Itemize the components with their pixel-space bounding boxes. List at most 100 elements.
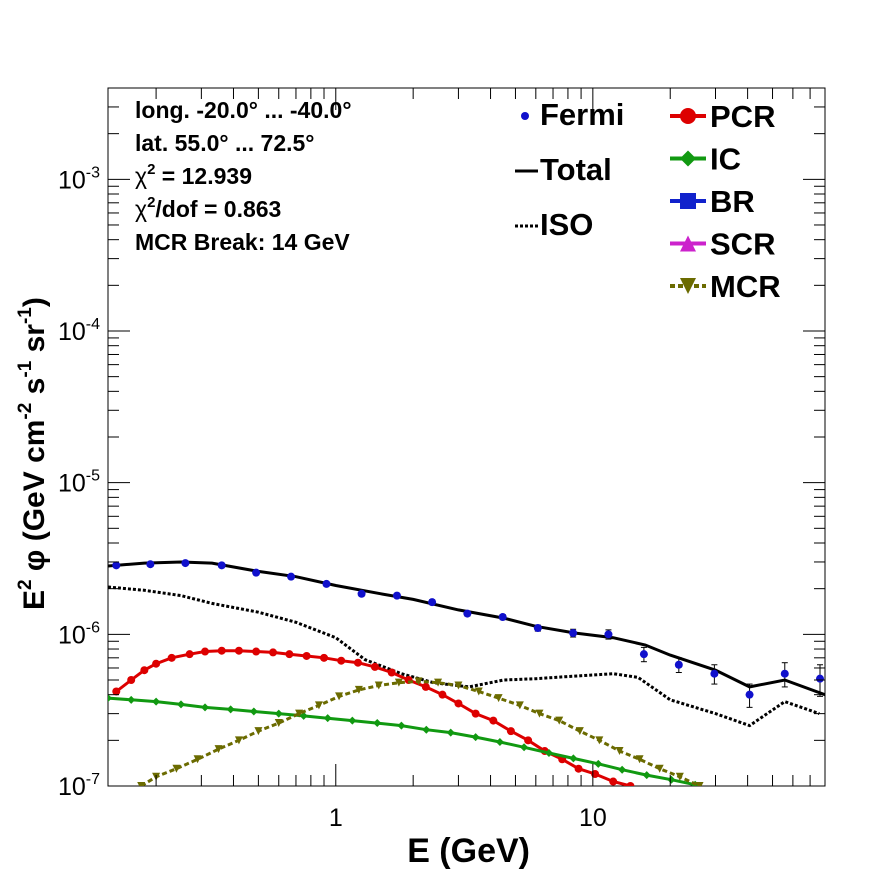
series-line-ic: [108, 696, 696, 786]
series-layer: [108, 559, 825, 786]
x-axis-label: E (GeV): [407, 832, 530, 870]
data-point-ic: [397, 721, 406, 730]
data-point-ic: [177, 700, 186, 709]
data-point-pcr: [438, 690, 447, 699]
legend-marker-br: [680, 193, 696, 209]
data-point-ic: [152, 697, 161, 706]
series-line-pcr: [115, 649, 631, 786]
data-point-ic: [569, 754, 578, 763]
legend-marker-fermi: [521, 112, 529, 120]
tick-layer: [108, 87, 826, 787]
y-axis-label: E2 φ (GeV cm-2 s-1 sr-1): [15, 297, 51, 610]
data-point-fermi: [287, 572, 296, 581]
data-point-pcr: [152, 659, 161, 668]
data-point-fermi: [533, 624, 542, 633]
data-point-ic: [108, 694, 112, 703]
data-point-fermi: [498, 613, 507, 622]
data-point-ic: [323, 714, 332, 723]
legend-label: Fermi: [540, 97, 624, 132]
data-point-fermi: [146, 560, 155, 569]
data-point-mcr: [254, 727, 263, 736]
y-tick-label: 10-5: [58, 468, 100, 498]
data-point-ic: [201, 703, 210, 712]
data-point-mcr: [515, 701, 524, 710]
data-point-ic: [544, 749, 553, 758]
data-point-fermi: [392, 591, 401, 600]
data-point-mcr: [354, 685, 363, 694]
data-point-ic: [471, 733, 480, 742]
data-point-pcr: [201, 647, 210, 656]
data-point-pcr: [112, 687, 121, 696]
data-point-fermi: [780, 669, 789, 678]
data-point-mcr: [655, 764, 664, 773]
series-line-mcr: [140, 679, 701, 786]
data-point-fermi: [322, 579, 331, 588]
x-tick-label: 10: [579, 804, 607, 832]
plot-area: [108, 559, 825, 786]
info-line: χ2/dof = 0.863: [135, 194, 281, 222]
data-point-ic: [642, 771, 651, 780]
data-point-fermi: [674, 660, 683, 669]
data-point-mcr: [494, 694, 503, 703]
data-point-fermi: [357, 589, 366, 598]
data-point-pcr: [302, 651, 311, 660]
data-point-pcr: [269, 648, 278, 657]
data-point-pcr: [506, 727, 515, 736]
y-tick-label: 10-3: [58, 164, 100, 194]
data-point-mcr: [434, 678, 443, 687]
data-point-mcr: [555, 716, 564, 725]
label-layer: 1 10 10-7 10-6 10-5 10-4 10-3 E (GeV) E2 φ (GeV …: [15, 164, 607, 870]
legend-label: SCR: [710, 227, 775, 262]
data-point-fermi: [181, 559, 190, 568]
legend-marker-pcr: [680, 108, 696, 124]
data-point-mcr: [394, 678, 403, 687]
data-point-pcr: [609, 777, 618, 786]
legend-label: MCR: [710, 269, 781, 304]
data-point-fermi: [217, 561, 226, 570]
data-point-pcr: [471, 709, 480, 718]
legend-label: BR: [710, 184, 755, 219]
data-point-fermi: [639, 650, 648, 659]
data-point-fermi: [710, 669, 719, 678]
data-point-fermi: [112, 561, 121, 570]
data-point-mcr: [675, 772, 684, 781]
data-point-ic: [594, 759, 603, 768]
data-point-mcr: [635, 755, 644, 764]
data-point-fermi: [816, 674, 825, 683]
data-point-fermi: [463, 609, 472, 618]
legend-marker-mcr: [680, 278, 696, 294]
data-point-ic: [520, 743, 529, 752]
info-text-layer: long. -20.0° ... -40.0° lat. 55.0° ... 72…: [135, 97, 352, 255]
y-tick-label: 10-7: [58, 771, 100, 801]
data-point-mcr: [137, 782, 146, 786]
data-point-pcr: [217, 646, 226, 655]
data-point-ic: [127, 695, 136, 704]
legend-label: Total: [540, 152, 612, 187]
data-point-pcr: [140, 666, 149, 675]
series-line-iso: [108, 585, 820, 728]
data-point-mcr: [274, 719, 283, 728]
info-line: long. -20.0° ... -40.0°: [135, 97, 352, 123]
y-tick-label: 10-4: [58, 316, 100, 346]
legend-label: ISO: [540, 207, 593, 242]
legend-label: IC: [710, 142, 741, 177]
data-point-mcr: [295, 709, 304, 718]
data-point-fermi: [604, 630, 613, 639]
legend-marker-scr: [680, 235, 696, 252]
data-point-ic: [495, 738, 504, 747]
data-point-mcr: [414, 677, 423, 686]
data-point-fermi: [745, 690, 754, 699]
data-point-pcr: [454, 699, 463, 708]
data-point-mcr: [234, 736, 243, 745]
data-point-mcr: [374, 681, 383, 690]
info-line: MCR Break: 14 GeV: [135, 229, 350, 255]
data-point-mcr: [214, 745, 223, 754]
y-tick-label: 10-6: [58, 619, 100, 649]
data-point-pcr: [489, 716, 498, 725]
data-point-pcr: [387, 668, 396, 677]
data-point-ic: [618, 765, 627, 774]
data-point-mcr: [454, 681, 463, 690]
data-point-fermi: [569, 629, 578, 638]
data-point-ic: [249, 707, 258, 716]
